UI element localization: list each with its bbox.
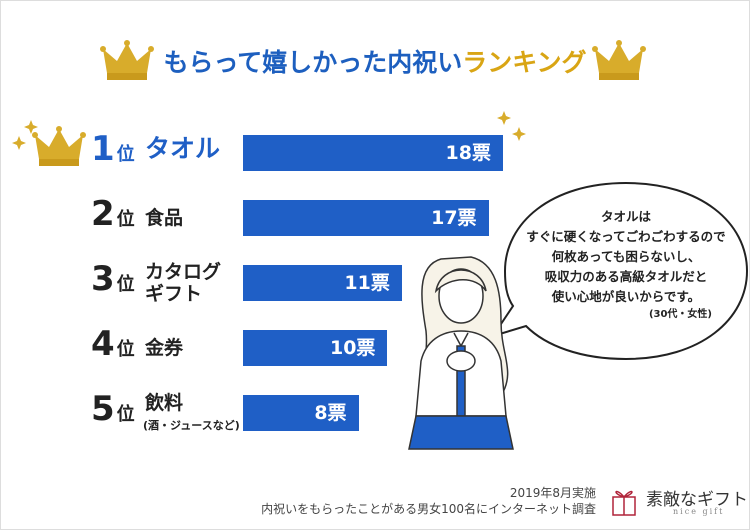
value-label: 10票 <box>329 337 376 359</box>
rank-number: 3 <box>91 259 115 299</box>
title-main: もらって嬉しかった内祝い <box>163 48 463 77</box>
rank-number: 5 <box>91 389 115 429</box>
rank-suffix: 位 <box>116 144 135 165</box>
logo-name: 素敵なギフト <box>646 490 748 510</box>
sparkle <box>497 111 511 125</box>
footer-survey: 内祝いをもらったことがある男女100名にインターネット調査 <box>261 502 596 516</box>
quote-line: 吸収力のある高級タオルだと <box>544 269 708 284</box>
rank-suffix: 位 <box>116 274 135 295</box>
title-accent: ランキング <box>462 48 587 77</box>
quote-attribution: (30代・女性) <box>648 309 712 320</box>
bar: 18票 <box>243 135 503 171</box>
sparkle <box>512 127 526 141</box>
rank-suffix: 位 <box>116 339 135 360</box>
category-label: 食品 <box>145 207 184 229</box>
logo-sub: nice gift <box>673 507 725 516</box>
value-label: 17票 <box>431 207 477 229</box>
footer-date: 2019年8月実施 <box>509 486 596 500</box>
bar: 11票 <box>243 265 402 301</box>
bar: 17票 <box>243 200 489 236</box>
footer: 2019年8月実施内祝いをもらったことがある男女100名にインターネット調査 <box>261 485 596 517</box>
rank-suffix: 位 <box>116 209 135 230</box>
logo-icon <box>612 490 636 516</box>
value-label: 18票 <box>445 142 491 164</box>
category-label: 飲料 <box>145 392 184 414</box>
sparkle <box>24 120 38 134</box>
category-label: タオル <box>145 134 221 163</box>
bar: 8票 <box>243 395 359 431</box>
rank-number: 4 <box>91 324 115 364</box>
category-label: カタログギフト <box>145 261 222 305</box>
sparkle <box>12 136 26 150</box>
rank-suffix: 位 <box>116 404 135 425</box>
quote-line: 何枚あっても困らないし、 <box>551 249 701 264</box>
category-label: 金券 <box>145 337 184 359</box>
value-label: 8票 <box>314 402 347 424</box>
woman-illustration <box>408 256 514 450</box>
category-note: (酒・ジュースなど) <box>143 419 240 432</box>
crown <box>32 126 86 166</box>
quote-line: すぐに硬くなってごわごわするので <box>526 229 726 244</box>
value-label: 11票 <box>344 272 390 294</box>
quote-line: 使い心地が良いからです。 <box>551 289 701 304</box>
quote: タオルはすぐに硬くなってごわごわするので 何枚あっても困らないし、 吸収力のある高級… <box>504 207 748 323</box>
bar: 10票 <box>243 330 388 366</box>
rank-number: 2 <box>91 194 115 234</box>
chart-title: もらって嬉しかった内祝いランキング <box>1 43 749 79</box>
speech-bubble <box>490 181 749 361</box>
rank-number: 1 <box>91 129 115 169</box>
quote-line: タオルは <box>600 209 651 224</box>
